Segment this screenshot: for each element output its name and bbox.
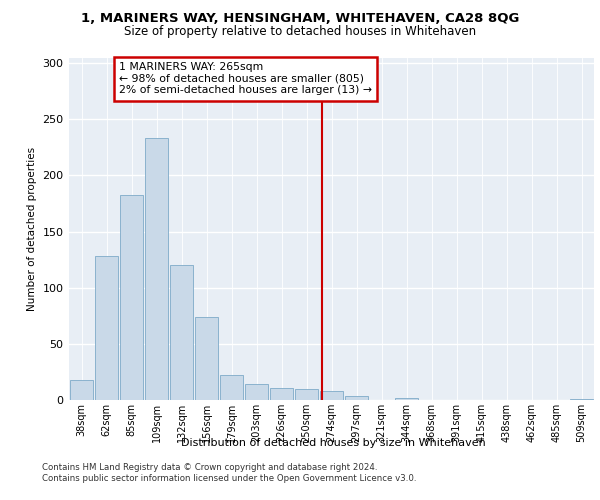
Bar — [170, 265, 193, 400]
Bar — [570, 399, 593, 400]
Text: Contains public sector information licensed under the Open Government Licence v3: Contains public sector information licen… — [42, 474, 416, 483]
Bar — [245, 384, 268, 400]
Text: 1 MARINERS WAY: 265sqm
← 98% of detached houses are smaller (805)
2% of semi-det: 1 MARINERS WAY: 265sqm ← 98% of detached… — [119, 62, 372, 95]
Bar — [320, 391, 343, 400]
Bar — [95, 256, 118, 400]
Text: Size of property relative to detached houses in Whitehaven: Size of property relative to detached ho… — [124, 25, 476, 38]
Text: 1, MARINERS WAY, HENSINGHAM, WHITEHAVEN, CA28 8QG: 1, MARINERS WAY, HENSINGHAM, WHITEHAVEN,… — [81, 12, 519, 26]
Y-axis label: Number of detached properties: Number of detached properties — [27, 146, 37, 311]
Bar — [395, 398, 418, 400]
Bar — [220, 376, 243, 400]
Bar — [345, 396, 368, 400]
Bar — [295, 389, 318, 400]
Text: Distribution of detached houses by size in Whitehaven: Distribution of detached houses by size … — [181, 438, 485, 448]
Bar — [70, 380, 93, 400]
Bar — [270, 388, 293, 400]
Bar — [145, 138, 168, 400]
Bar — [120, 194, 143, 400]
Text: Contains HM Land Registry data © Crown copyright and database right 2024.: Contains HM Land Registry data © Crown c… — [42, 462, 377, 471]
Bar — [195, 317, 218, 400]
